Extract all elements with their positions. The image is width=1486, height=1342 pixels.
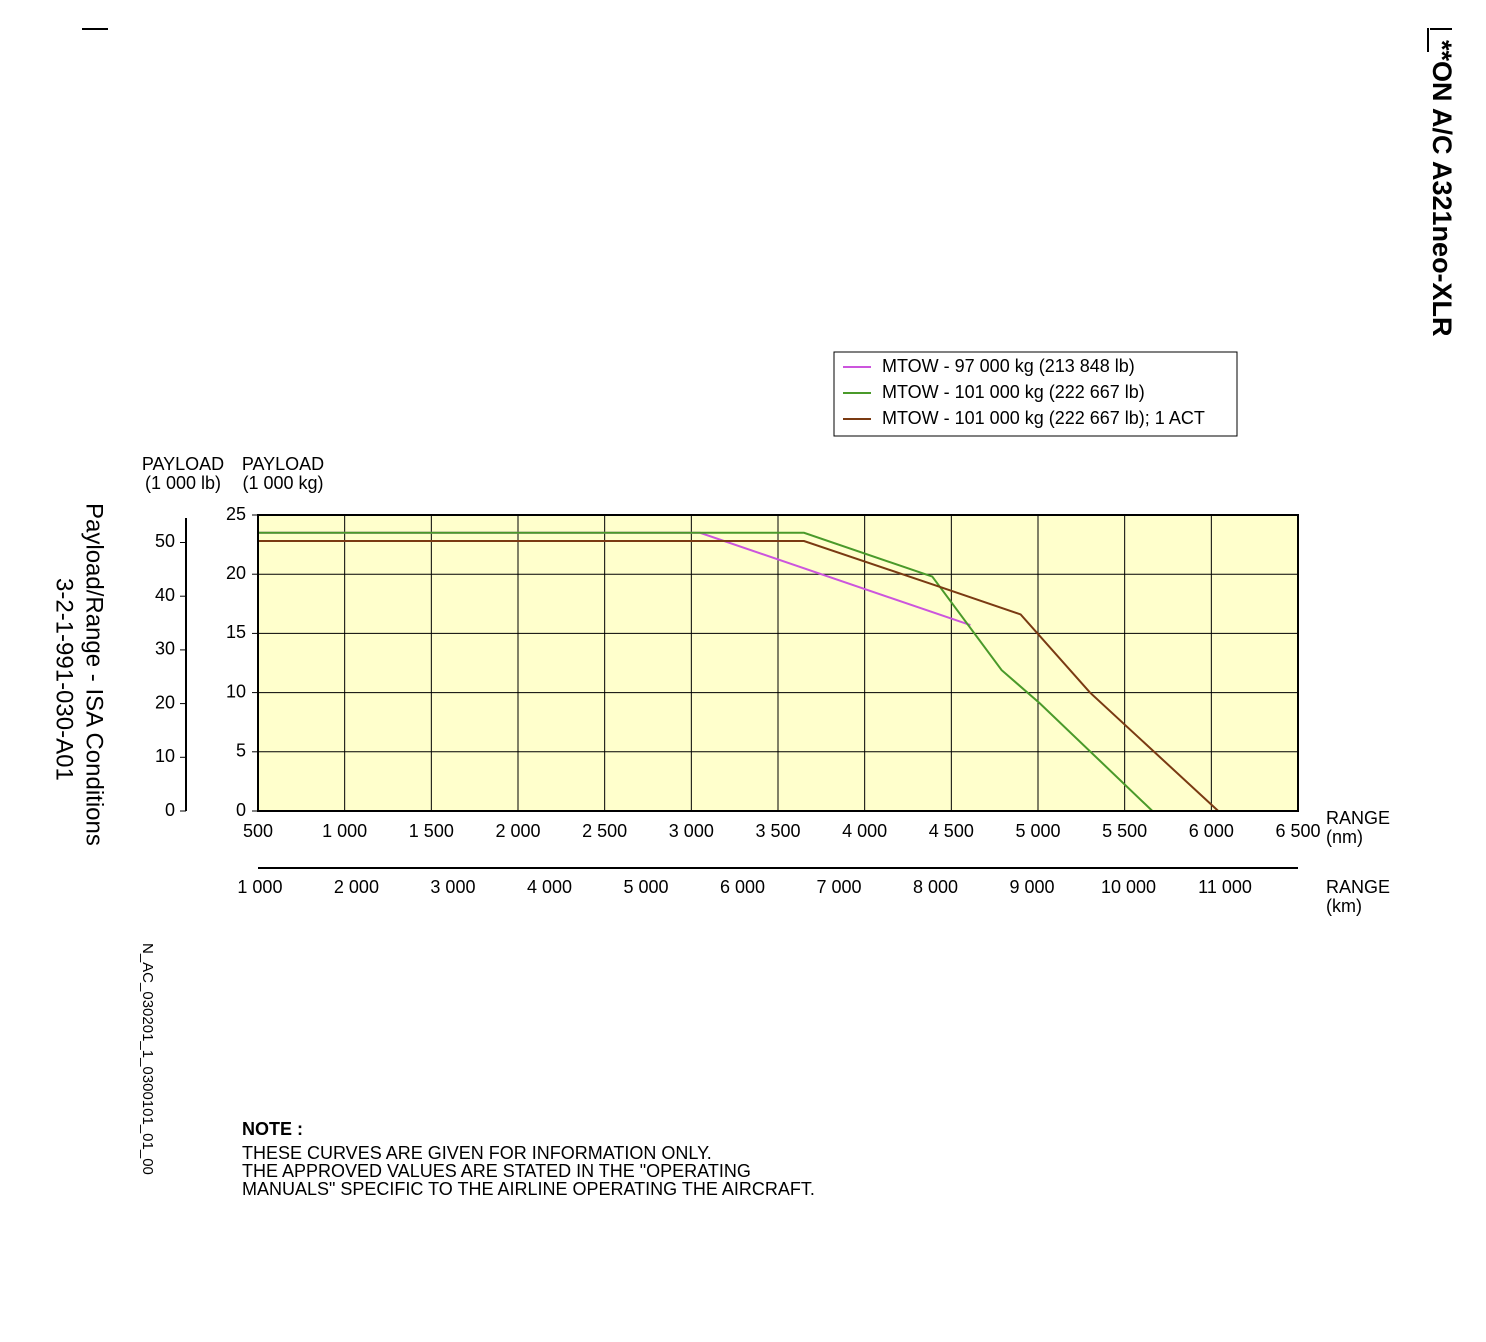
- y-label: PAYLOAD: [242, 454, 324, 474]
- y-tick-label: 5: [236, 741, 246, 761]
- y2-label: PAYLOAD: [142, 454, 224, 474]
- header: **ON A/C A321neo-XLR: [1427, 40, 1457, 337]
- y2-tick-label: 50: [155, 531, 175, 551]
- x-tick-label: 6 500: [1275, 821, 1320, 841]
- x2-label: (km): [1326, 896, 1362, 916]
- x2-tick-label: 7 000: [816, 877, 861, 897]
- y2-tick-label: 30: [155, 639, 175, 659]
- x-tick-label: 3 000: [669, 821, 714, 841]
- x-label: RANGE: [1326, 808, 1390, 828]
- legend-label: MTOW - 101 000 kg (222 667 lb): [882, 382, 1145, 402]
- note-line: THE APPROVED VALUES ARE STATED IN THE "O…: [242, 1161, 751, 1181]
- x-tick-label: 2 000: [495, 821, 540, 841]
- x-tick-label: 1 000: [322, 821, 367, 841]
- note-line: MANUALS" SPECIFIC TO THE AIRLINE OPERATI…: [242, 1179, 815, 1199]
- chart-title: Payload/Range - ISA Conditions: [81, 503, 108, 846]
- note-title: NOTE :: [242, 1119, 303, 1139]
- figure-id: N_AC_030201_1_0300101_01_00: [139, 943, 156, 1175]
- x2-tick-label: 6 000: [720, 877, 765, 897]
- y2-tick-label: 10: [155, 746, 175, 766]
- y-tick-label: 0: [236, 800, 246, 820]
- x-tick-label: 6 000: [1189, 821, 1234, 841]
- y2-tick-label: 0: [165, 800, 175, 820]
- legend-box: [833, 351, 1238, 437]
- x-tick-label: 3 500: [755, 821, 800, 841]
- x-label: (nm): [1326, 827, 1363, 847]
- y-tick-label: 25: [226, 504, 246, 524]
- x-tick-label: 4 500: [929, 821, 974, 841]
- x2-tick-label: 2 000: [334, 877, 379, 897]
- x2-tick-label: 8 000: [913, 877, 958, 897]
- x2-tick-label: 9 000: [1009, 877, 1054, 897]
- y2-tick-label: 20: [155, 692, 175, 712]
- series-line: [258, 531, 1154, 812]
- x-tick-label: 5 500: [1102, 821, 1147, 841]
- x-tick-label: 2 500: [582, 821, 627, 841]
- x-tick-label: 500: [243, 821, 273, 841]
- legend-label: MTOW - 101 000 kg (222 667 lb); 1 ACT: [882, 408, 1205, 428]
- x2-tick-label: 10 000: [1101, 877, 1156, 897]
- x2-tick-label: 5 000: [623, 877, 668, 897]
- y-tick-label: 20: [226, 563, 246, 583]
- chart-subtitle: 3-2-1-991-030-A01: [51, 578, 78, 781]
- x2-tick-label: 1 000: [237, 877, 282, 897]
- y-tick-label: 10: [226, 681, 246, 701]
- y-label: (1 000 kg): [242, 473, 323, 493]
- y2-label: (1 000 lb): [145, 473, 221, 493]
- x2-tick-label: 3 000: [430, 877, 475, 897]
- x-tick-label: 5 000: [1015, 821, 1060, 841]
- x-tick-label: 1 500: [409, 821, 454, 841]
- series-line: [258, 540, 1219, 812]
- x-tick-label: 4 000: [842, 821, 887, 841]
- x2-tick-label: 4 000: [527, 877, 572, 897]
- note-line: THESE CURVES ARE GIVEN FOR INFORMATION O…: [242, 1143, 712, 1163]
- plot-frame: [257, 514, 1299, 812]
- x2-tick-label: 11 000: [1198, 877, 1252, 897]
- y2-tick-label: 40: [155, 585, 175, 605]
- y-tick-label: 15: [226, 622, 246, 642]
- x2-label: RANGE: [1326, 877, 1390, 897]
- legend-label: MTOW - 97 000 kg (213 848 lb): [882, 356, 1135, 376]
